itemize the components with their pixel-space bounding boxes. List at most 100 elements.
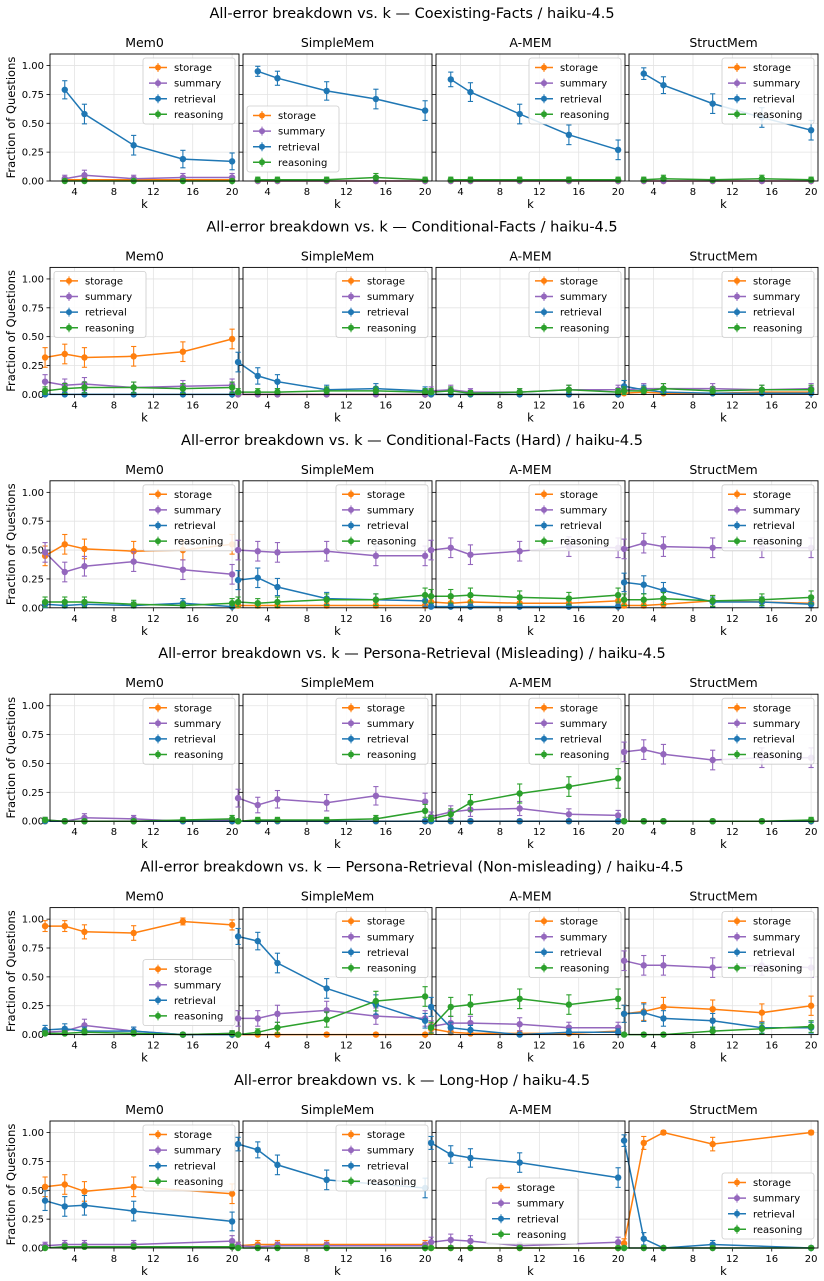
y-axis-label: Fraction of Questions: [4, 1124, 18, 1246]
legend: storage summary retrieval reasoning: [528, 911, 622, 978]
x-axis-label: k: [527, 1051, 534, 1065]
legend-label: summary: [367, 932, 414, 943]
x-tick-label: 20: [226, 614, 239, 625]
data-point: [372, 815, 380, 823]
series-line: [623, 385, 812, 394]
data-point: [427, 603, 435, 610]
legend-label: summary: [174, 1146, 221, 1157]
legend-label: summary: [278, 127, 325, 138]
series-line: [430, 777, 619, 820]
legend: storage summary retrieval reasoning: [721, 270, 815, 338]
data-point: [274, 378, 281, 385]
panel-structmem: StructMem 4 8 12 16 20 k storage summary retrieva…: [620, 248, 819, 424]
legend: storage summary retrieval reasoning: [335, 1124, 429, 1192]
panel-mem0: Mem0 4 8 12 16 20 k 0.00 0.25 0.50 0.75 1.00 storage…: [22, 675, 240, 851]
legend-label: storage: [174, 1130, 212, 1141]
panel-a-mem: A-MEM 4 8 12 16 20 k storage summary retrieval rea…: [427, 889, 626, 1065]
legend-swatch-marker: [541, 538, 547, 545]
x-tick-label: 20: [612, 614, 625, 625]
x-tick-label: 8: [111, 827, 117, 838]
panel-frame: [49, 480, 240, 609]
panel-title: A-MEM: [509, 462, 551, 477]
data-point: [467, 176, 474, 184]
legend-label: reasoning: [753, 323, 802, 334]
legend-swatch-marker: [348, 964, 354, 971]
legend-box: [246, 105, 340, 173]
legend: storage summary retrieval reasoning: [335, 270, 429, 338]
legend-swatch-marker: [541, 324, 547, 331]
legend-swatch-marker: [734, 704, 740, 711]
legend-label: storage: [367, 490, 405, 501]
data-point: [61, 922, 68, 930]
legend-swatch-marker: [66, 309, 72, 316]
data-point: [565, 1001, 573, 1008]
data-point: [709, 544, 716, 551]
legend-swatch-marker: [734, 1195, 740, 1202]
x-tick-label: 8: [111, 400, 117, 411]
y-tick-label: 0.00: [22, 1030, 44, 1041]
series-retrieval: [447, 71, 622, 161]
legend-swatch-marker: [348, 538, 354, 545]
x-tick-label: 20: [805, 614, 818, 625]
x-tick-label: 8: [497, 187, 503, 198]
data-point: [130, 384, 137, 391]
panel-frame: [49, 1120, 240, 1249]
data-point: [372, 174, 380, 181]
x-tick-label: 12: [147, 1254, 160, 1265]
series-line: [238, 810, 426, 822]
series-line: [430, 998, 619, 1029]
x-tick-label: 12: [726, 400, 739, 411]
chart-row: All-error breakdown vs. k — Persona-Retr…: [4, 860, 819, 1065]
data-point: [427, 815, 435, 823]
panel-title: SimpleMem: [301, 35, 374, 50]
legend-swatch-marker: [259, 143, 265, 150]
legend: storage summary retrieval reasoning: [721, 911, 815, 978]
x-axis-label: k: [141, 624, 148, 638]
panel-title: StructMem: [689, 1102, 757, 1117]
legend: storage summary retrieval reasoning: [721, 484, 815, 552]
data-point: [81, 1243, 88, 1251]
data-point: [323, 799, 330, 806]
legend-swatch-marker: [541, 720, 547, 727]
y-tick-label: 0.75: [22, 944, 44, 955]
panel-frame: [49, 693, 240, 822]
series-line: [624, 596, 812, 602]
x-tick-label: 4: [264, 1254, 270, 1265]
series-line: [237, 935, 426, 1022]
data-point: [620, 818, 628, 825]
x-axis-label: k: [141, 837, 148, 851]
x-axis-label: k: [720, 1264, 727, 1278]
legend-label: summary: [560, 932, 607, 943]
data-point: [254, 176, 261, 184]
x-tick-label: 12: [147, 614, 160, 625]
x-tick-label: 8: [690, 1254, 696, 1265]
data-point: [421, 388, 429, 396]
x-tick-label: 4: [264, 1041, 270, 1052]
x-tick-label: 12: [340, 614, 353, 625]
legend: storage summary retrieval reasoning: [721, 57, 815, 125]
data-point: [234, 1015, 242, 1022]
x-tick-label: 16: [572, 827, 585, 838]
data-point: [516, 388, 523, 396]
legend-label: retrieval: [560, 308, 602, 319]
panel-title: Mem0: [125, 1102, 164, 1117]
data-point: [234, 1140, 242, 1148]
legend-label: storage: [174, 490, 212, 501]
legend-swatch-marker: [155, 522, 161, 529]
x-tick-label: 20: [419, 614, 432, 625]
data-point: [234, 1244, 242, 1252]
legend-swatch-marker: [734, 735, 740, 742]
panel-frame: [242, 480, 433, 609]
data-point: [427, 546, 435, 554]
series-line: [44, 551, 233, 576]
data-point: [81, 1202, 88, 1209]
x-tick-label: 12: [533, 614, 546, 625]
legend-swatch-marker: [541, 309, 547, 316]
x-tick-label: 8: [304, 400, 310, 411]
legend-box: [142, 697, 236, 765]
y-tick-label: 1.00: [22, 274, 44, 285]
data-point: [565, 783, 573, 790]
legend-swatch-marker: [541, 964, 547, 971]
x-tick-label: 12: [340, 187, 353, 198]
legend-swatch-marker: [155, 704, 161, 711]
